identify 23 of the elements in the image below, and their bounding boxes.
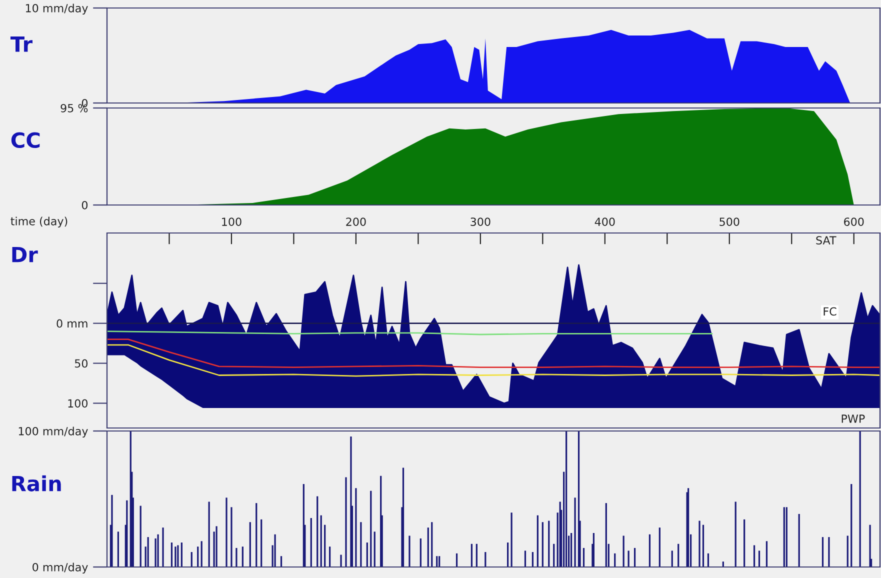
y-tick-label: 0 mm/day <box>32 562 88 574</box>
x-tick-label: 400 <box>594 218 615 226</box>
y-tick-label: 100 <box>68 399 88 408</box>
annotation: SAT <box>816 236 836 245</box>
y-tick-label: 50 <box>74 359 88 368</box>
x-tick-label: 300 <box>470 218 490 226</box>
y-axis-title: Tr <box>10 36 33 52</box>
ref-line-label: FC <box>824 307 836 316</box>
y-tick-label: 0 <box>82 200 88 210</box>
y-tick-label: 0 mm <box>56 319 88 328</box>
y-tick-label: 10 mm/day <box>26 4 88 15</box>
y-axis-title: Rain <box>12 475 61 492</box>
x-tick-label: 600 <box>844 218 864 226</box>
annotation: PWP <box>842 414 865 423</box>
y-axis-title: Dr <box>12 246 38 262</box>
y-axis-title: CC <box>11 132 40 148</box>
y-tick-label: 100 mm/day <box>18 426 88 438</box>
x-tick-label: 500 <box>720 218 740 226</box>
x-axis-title: time (day) <box>10 216 68 228</box>
line-series <box>107 338 880 368</box>
x-tick-label: 100 <box>222 218 242 226</box>
line-series <box>107 344 880 377</box>
x-tick-label: 200 <box>346 218 366 226</box>
